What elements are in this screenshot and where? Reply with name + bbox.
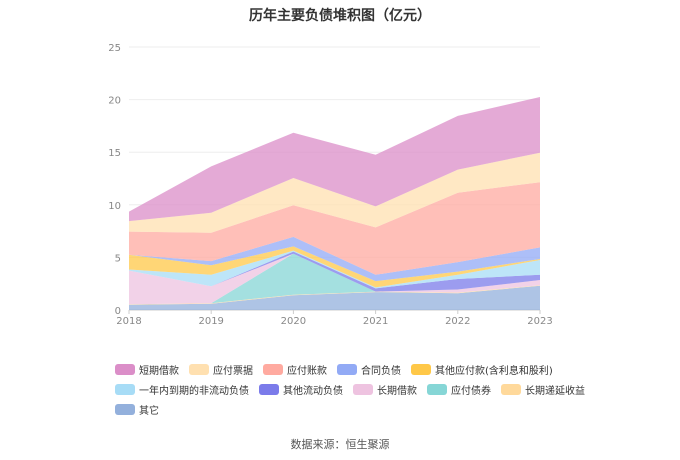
x-tick-label: 2020 [281, 316, 306, 327]
x-tick-label: 2021 [363, 316, 388, 327]
legend-swatch [353, 383, 373, 395]
legend: 短期借款 应付票据 应付账款 合同负债 其他应付款(含利息和股利) 一年内到期的非流动负债… [115, 359, 595, 419]
legend-label: 长期递延收益 [525, 385, 585, 397]
legend-item[interactable]: 合同负债 [337, 359, 401, 379]
legend-item[interactable]: 其它 [115, 399, 159, 419]
stacked-area-chart: 0 5 10 15 20 25 2018 2019 2020 2021 2022 2023 [108, 43, 552, 327]
legend-label: 其他流动负债 [283, 385, 343, 397]
legend-label: 其他应付款(含利息和股利) [435, 365, 553, 377]
legend-item[interactable]: 其他流动负债 [259, 379, 343, 399]
y-tick-label: 5 [115, 253, 121, 264]
x-tick-label: 2023 [527, 316, 552, 327]
area-series [129, 97, 540, 310]
area-短期借款[interactable] [129, 97, 540, 222]
area-其它[interactable] [129, 285, 540, 310]
legend-item[interactable]: 长期递延收益 [501, 379, 585, 399]
legend-swatch [115, 363, 135, 375]
legend-label: 长期借款 [377, 385, 417, 397]
legend-item[interactable]: 应付账款 [263, 359, 327, 379]
legend-swatch [411, 363, 431, 375]
area-应付账款[interactable] [129, 182, 540, 275]
legend-label: 合同负债 [361, 365, 401, 377]
legend-item[interactable]: 应付债券 [427, 379, 491, 399]
legend-swatch [115, 403, 135, 415]
y-tick-label: 0 [115, 306, 121, 317]
area-其他流动负债[interactable] [129, 251, 540, 292]
legend-label: 其它 [139, 405, 159, 417]
x-tick-label: 2018 [116, 316, 141, 327]
legend-swatch [501, 383, 521, 395]
legend-item[interactable]: 其他应付款(含利息和股利) [411, 359, 553, 379]
y-tick-label: 15 [108, 148, 121, 159]
x-tick-label: 2019 [198, 316, 223, 327]
legend-item[interactable]: 短期借款 [115, 359, 179, 379]
area-应付票据[interactable] [129, 152, 540, 233]
legend-label: 一年内到期的非流动负债 [139, 385, 249, 397]
area-其他应付款(含利息和股利)[interactable] [129, 246, 540, 288]
y-tick-label: 10 [108, 201, 121, 212]
area-合同负债[interactable] [129, 236, 540, 282]
legend-swatch [189, 363, 209, 375]
data-source-note: 数据来源：恒生聚源 [290, 438, 390, 451]
area-长期借款[interactable] [129, 253, 540, 305]
legend-swatch [427, 383, 447, 395]
y-tick-label: 25 [108, 43, 121, 54]
legend-label: 应付债券 [451, 385, 491, 397]
legend-label: 短期借款 [139, 365, 179, 377]
axes: 0 5 10 15 20 25 2018 2019 2020 2021 2022 2023 [108, 43, 552, 327]
legend-swatch [115, 383, 135, 395]
chart-title: 历年主要负债堆积图（亿元） [249, 8, 431, 24]
y-tick-label: 20 [108, 96, 121, 107]
legend-item[interactable]: 应付票据 [189, 359, 253, 379]
legend-label: 应付票据 [213, 365, 253, 377]
legend-item[interactable]: 长期借款 [353, 379, 417, 399]
legend-label: 应付账款 [287, 365, 327, 377]
x-tick-label: 2022 [445, 316, 470, 327]
area-一年内到期的非流动负债[interactable] [129, 250, 540, 289]
legend-swatch [337, 363, 357, 375]
legend-swatch [263, 363, 283, 375]
legend-item[interactable]: 一年内到期的非流动负债 [115, 379, 249, 399]
legend-swatch [259, 383, 279, 395]
area-应付债券[interactable] [129, 253, 540, 305]
